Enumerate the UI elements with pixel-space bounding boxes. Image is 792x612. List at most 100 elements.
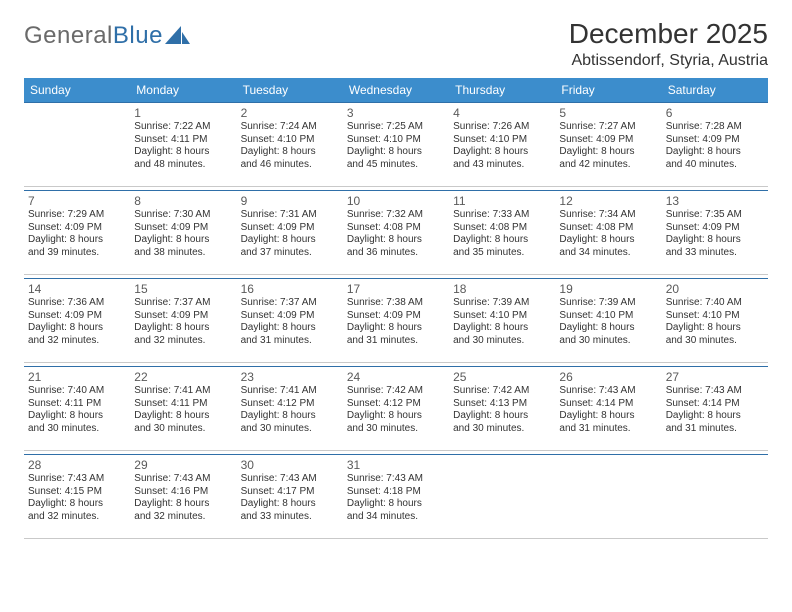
daylight-line2: and 36 minutes. [347,247,445,260]
day-number: 26 [559,370,657,384]
calendar-week: 14Sunrise: 7:36 AMSunset: 4:09 PMDayligh… [24,279,768,363]
daylight-line1: Daylight: 8 hours [559,410,657,423]
day-number: 9 [241,194,339,208]
daylight-line1: Daylight: 8 hours [453,410,551,423]
day-info: Sunrise: 7:37 AMSunset: 4:09 PMDaylight:… [241,297,339,347]
day-number: 23 [241,370,339,384]
sunrise: Sunrise: 7:42 AM [453,385,551,398]
daylight-line2: and 30 minutes. [241,423,339,436]
day-cell: 8Sunrise: 7:30 AMSunset: 4:09 PMDaylight… [130,191,236,275]
sunset: Sunset: 4:09 PM [28,310,126,323]
daylight-line2: and 30 minutes. [28,423,126,436]
daylight-line2: and 39 minutes. [28,247,126,260]
dow-thu: Thursday [449,78,555,103]
daylight-line2: and 31 minutes. [559,423,657,436]
sunrise: Sunrise: 7:43 AM [241,473,339,486]
day-info: Sunrise: 7:40 AMSunset: 4:11 PMDaylight:… [28,385,126,435]
day-cell: 21Sunrise: 7:40 AMSunset: 4:11 PMDayligh… [24,367,130,451]
daylight-line1: Daylight: 8 hours [241,410,339,423]
sunset: Sunset: 4:09 PM [666,134,764,147]
sunset: Sunset: 4:11 PM [28,398,126,411]
day-cell: 26Sunrise: 7:43 AMSunset: 4:14 PMDayligh… [555,367,661,451]
sunrise: Sunrise: 7:24 AM [241,121,339,134]
logo: GeneralBlue [24,22,191,50]
title-block: December 2025 Abtissendorf, Styria, Aust… [569,18,768,70]
daylight-line1: Daylight: 8 hours [347,410,445,423]
day-cell: 22Sunrise: 7:41 AMSunset: 4:11 PMDayligh… [130,367,236,451]
daylight-line1: Daylight: 8 hours [134,234,232,247]
sunrise: Sunrise: 7:43 AM [134,473,232,486]
day-number: 19 [559,282,657,296]
day-cell: 10Sunrise: 7:32 AMSunset: 4:08 PMDayligh… [343,191,449,275]
logo-text-gray: General [24,22,113,50]
sunset: Sunset: 4:17 PM [241,486,339,499]
sunrise: Sunrise: 7:31 AM [241,209,339,222]
calendar-week: 28Sunrise: 7:43 AMSunset: 4:15 PMDayligh… [24,455,768,539]
day-number: 2 [241,106,339,120]
day-info: Sunrise: 7:28 AMSunset: 4:09 PMDaylight:… [666,121,764,171]
day-info: Sunrise: 7:35 AMSunset: 4:09 PMDaylight:… [666,209,764,259]
sunrise: Sunrise: 7:43 AM [559,385,657,398]
header: GeneralBlue December 2025 Abtissendorf, … [24,18,768,70]
day-cell: 25Sunrise: 7:42 AMSunset: 4:13 PMDayligh… [449,367,555,451]
day-number: 7 [28,194,126,208]
sunset: Sunset: 4:16 PM [134,486,232,499]
daylight-line1: Daylight: 8 hours [28,498,126,511]
daylight-line2: and 30 minutes. [666,335,764,348]
day-cell-empty [555,455,661,539]
day-number: 16 [241,282,339,296]
day-number: 1 [134,106,232,120]
sunset: Sunset: 4:14 PM [559,398,657,411]
day-cell-empty [449,455,555,539]
day-info: Sunrise: 7:40 AMSunset: 4:10 PMDaylight:… [666,297,764,347]
day-cell: 20Sunrise: 7:40 AMSunset: 4:10 PMDayligh… [662,279,768,363]
daylight-line2: and 43 minutes. [453,159,551,172]
day-info: Sunrise: 7:36 AMSunset: 4:09 PMDaylight:… [28,297,126,347]
daylight-line1: Daylight: 8 hours [347,234,445,247]
day-cell-empty [662,455,768,539]
day-cell: 5Sunrise: 7:27 AMSunset: 4:09 PMDaylight… [555,103,661,187]
day-info: Sunrise: 7:24 AMSunset: 4:10 PMDaylight:… [241,121,339,171]
day-number: 31 [347,458,445,472]
day-cell: 9Sunrise: 7:31 AMSunset: 4:09 PMDaylight… [237,191,343,275]
day-info: Sunrise: 7:43 AMSunset: 4:17 PMDaylight:… [241,473,339,523]
daylight-line2: and 42 minutes. [559,159,657,172]
sunrise: Sunrise: 7:28 AM [666,121,764,134]
sunset: Sunset: 4:14 PM [666,398,764,411]
sunrise: Sunrise: 7:37 AM [241,297,339,310]
sunrise: Sunrise: 7:39 AM [559,297,657,310]
daylight-line1: Daylight: 8 hours [241,498,339,511]
day-number: 11 [453,194,551,208]
day-number: 24 [347,370,445,384]
day-info: Sunrise: 7:27 AMSunset: 4:09 PMDaylight:… [559,121,657,171]
daylight-line2: and 30 minutes. [559,335,657,348]
daylight-line1: Daylight: 8 hours [559,322,657,335]
day-cell: 15Sunrise: 7:37 AMSunset: 4:09 PMDayligh… [130,279,236,363]
sunrise: Sunrise: 7:43 AM [666,385,764,398]
sunrise: Sunrise: 7:30 AM [134,209,232,222]
dow-row: Sunday Monday Tuesday Wednesday Thursday… [24,78,768,103]
daylight-line2: and 31 minutes. [666,423,764,436]
day-cell-empty [24,103,130,187]
day-info: Sunrise: 7:22 AMSunset: 4:11 PMDaylight:… [134,121,232,171]
day-cell: 23Sunrise: 7:41 AMSunset: 4:12 PMDayligh… [237,367,343,451]
calendar-table: Sunday Monday Tuesday Wednesday Thursday… [24,78,768,539]
sunset: Sunset: 4:15 PM [28,486,126,499]
day-number: 28 [28,458,126,472]
day-cell: 3Sunrise: 7:25 AMSunset: 4:10 PMDaylight… [343,103,449,187]
sunset: Sunset: 4:09 PM [241,310,339,323]
sunset: Sunset: 4:09 PM [559,134,657,147]
day-info: Sunrise: 7:30 AMSunset: 4:09 PMDaylight:… [134,209,232,259]
day-number: 12 [559,194,657,208]
daylight-line2: and 34 minutes. [559,247,657,260]
day-info: Sunrise: 7:42 AMSunset: 4:12 PMDaylight:… [347,385,445,435]
day-info: Sunrise: 7:42 AMSunset: 4:13 PMDaylight:… [453,385,551,435]
sunrise: Sunrise: 7:32 AM [347,209,445,222]
dow-mon: Monday [130,78,236,103]
daylight-line1: Daylight: 8 hours [347,146,445,159]
sunrise: Sunrise: 7:25 AM [347,121,445,134]
day-cell: 16Sunrise: 7:37 AMSunset: 4:09 PMDayligh… [237,279,343,363]
logo-sail-icon [165,26,191,46]
daylight-line2: and 45 minutes. [347,159,445,172]
daylight-line1: Daylight: 8 hours [134,322,232,335]
